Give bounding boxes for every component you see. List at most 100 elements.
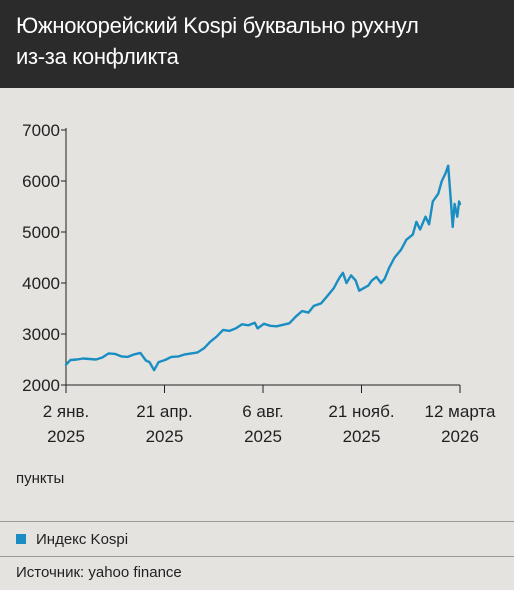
kospi-data-point — [222, 329, 225, 331]
kospi-data-point — [114, 353, 116, 355]
kospi-data-point — [95, 358, 97, 361]
y-tick-label: 6000 — [22, 172, 60, 191]
kospi-data-point — [263, 322, 265, 325]
kospi-data-point — [342, 271, 344, 274]
kospi-data-point — [241, 323, 244, 326]
chart-title: Южнокорейский Kospi буквально рухнул из-… — [16, 13, 419, 69]
kospi-data-point — [345, 282, 348, 284]
y-axis-unit-label: пункты — [16, 470, 65, 487]
kospi-data-point — [301, 310, 303, 312]
kospi-data-point — [247, 324, 250, 327]
kospi-data-point — [203, 347, 205, 350]
line-chart: 7000 6000 5000 4000 3000 2000 2 янв. 2025 21 ап… — [22, 121, 496, 446]
x-tick-label: 2 янв. — [43, 402, 90, 421]
chart-header: Южнокорейский Kospi буквально рухнул из-… — [0, 0, 514, 88]
kospi-data-point — [375, 276, 378, 278]
kospi-data-point — [120, 355, 123, 358]
kospi-data-point — [458, 200, 460, 203]
x-tick-label: 6 авг. — [242, 402, 284, 421]
kospi-series-line — [64, 164, 462, 372]
kospi-data-point — [153, 369, 156, 372]
chart-series — [64, 164, 462, 372]
x-tick-label: 12 марта — [425, 402, 496, 421]
kospi-data-point — [145, 359, 147, 362]
kospi-data-point — [451, 226, 454, 228]
kospi-data-point — [275, 325, 278, 328]
kospi-data-point — [419, 228, 421, 231]
kospi-data-point — [326, 294, 329, 297]
kospi-data-point — [234, 327, 237, 330]
kospi-data-point — [107, 352, 110, 355]
kospi-data-point — [459, 203, 461, 205]
kospi-data-point — [312, 305, 315, 307]
legend: Индекс Kospi — [16, 528, 128, 550]
kospi-data-point — [65, 363, 67, 366]
kospi-data-point — [400, 248, 402, 251]
kospi-data-point — [371, 279, 373, 282]
x-tick-label-year: 2025 — [244, 427, 282, 446]
source-note: Источник: yahoo finance — [16, 564, 182, 581]
legend-label: Индекс Kospi — [36, 530, 129, 548]
legend-swatch — [16, 534, 26, 544]
kospi-data-point — [196, 351, 199, 354]
kospi-data-point — [362, 287, 365, 289]
kospi-data-point — [157, 361, 160, 363]
kospi-data-point — [332, 287, 335, 289]
kospi-data-point — [383, 278, 386, 280]
divider — [0, 521, 514, 522]
kospi-data-point — [358, 289, 361, 292]
kospi-data-point — [164, 359, 166, 361]
kospi-data-point — [256, 327, 259, 330]
x-axis-tick-labels: 2 янв. 2025 21 апр. 2025 6 авг. 2025 21 нояб. 2… — [43, 402, 496, 446]
kospi-data-point — [177, 355, 180, 358]
kospi-data-point — [282, 323, 284, 326]
kospi-data-point — [69, 359, 72, 361]
kospi-data-point — [440, 180, 443, 182]
kospi-data-point — [350, 274, 352, 277]
y-axis-tick-labels: 7000 6000 5000 4000 3000 2000 — [22, 121, 60, 395]
x-tick-label-year: 2025 — [146, 427, 184, 446]
kospi-data-point — [405, 238, 408, 241]
kospi-data-point — [447, 164, 450, 167]
kospi-data-point — [424, 215, 427, 218]
kospi-data-point — [209, 340, 212, 343]
kospi-data-point — [101, 356, 104, 359]
kospi-data-point — [354, 279, 357, 282]
y-tick-label: 4000 — [22, 274, 60, 293]
kospi-data-point — [269, 324, 272, 327]
kospi-data-point — [228, 330, 231, 332]
kospi-data-point — [338, 277, 341, 279]
kospi-data-point — [388, 266, 391, 269]
kospi-data-point — [148, 361, 151, 363]
y-tick-label: 2000 — [22, 376, 60, 395]
kospi-data-point — [428, 223, 430, 226]
kospi-data-point — [126, 356, 129, 358]
kospi-data-point — [184, 353, 186, 356]
kospi-data-point — [133, 353, 136, 356]
kospi-data-point — [82, 357, 85, 360]
kospi-data-point — [415, 220, 418, 223]
kospi-data-point — [253, 321, 256, 324]
x-tick-label-year: 2025 — [343, 427, 381, 446]
x-tick-label-year: 2025 — [47, 427, 85, 446]
kospi-data-point — [380, 282, 382, 284]
kospi-data-point — [453, 203, 456, 205]
kospi-data-point — [444, 172, 447, 175]
kospi-data-point — [450, 200, 452, 203]
kospi-data-point — [294, 315, 297, 318]
chart-axes — [61, 128, 461, 393]
kospi-data-point — [411, 233, 414, 236]
kospi-data-point — [437, 192, 440, 195]
kospi-data-point — [456, 215, 459, 218]
y-tick-label: 5000 — [22, 223, 60, 242]
kospi-data-point — [320, 302, 322, 305]
kospi-data-point — [215, 335, 218, 338]
kospi-data-point — [88, 358, 91, 360]
x-tick-label: 21 апр. — [136, 402, 192, 421]
divider — [0, 556, 514, 557]
kospi-data-point — [288, 322, 291, 325]
kospi-data-point — [139, 352, 142, 354]
kospi-data-point — [393, 256, 396, 259]
kospi-data-point — [307, 311, 310, 314]
y-tick-label: 7000 — [22, 121, 60, 140]
